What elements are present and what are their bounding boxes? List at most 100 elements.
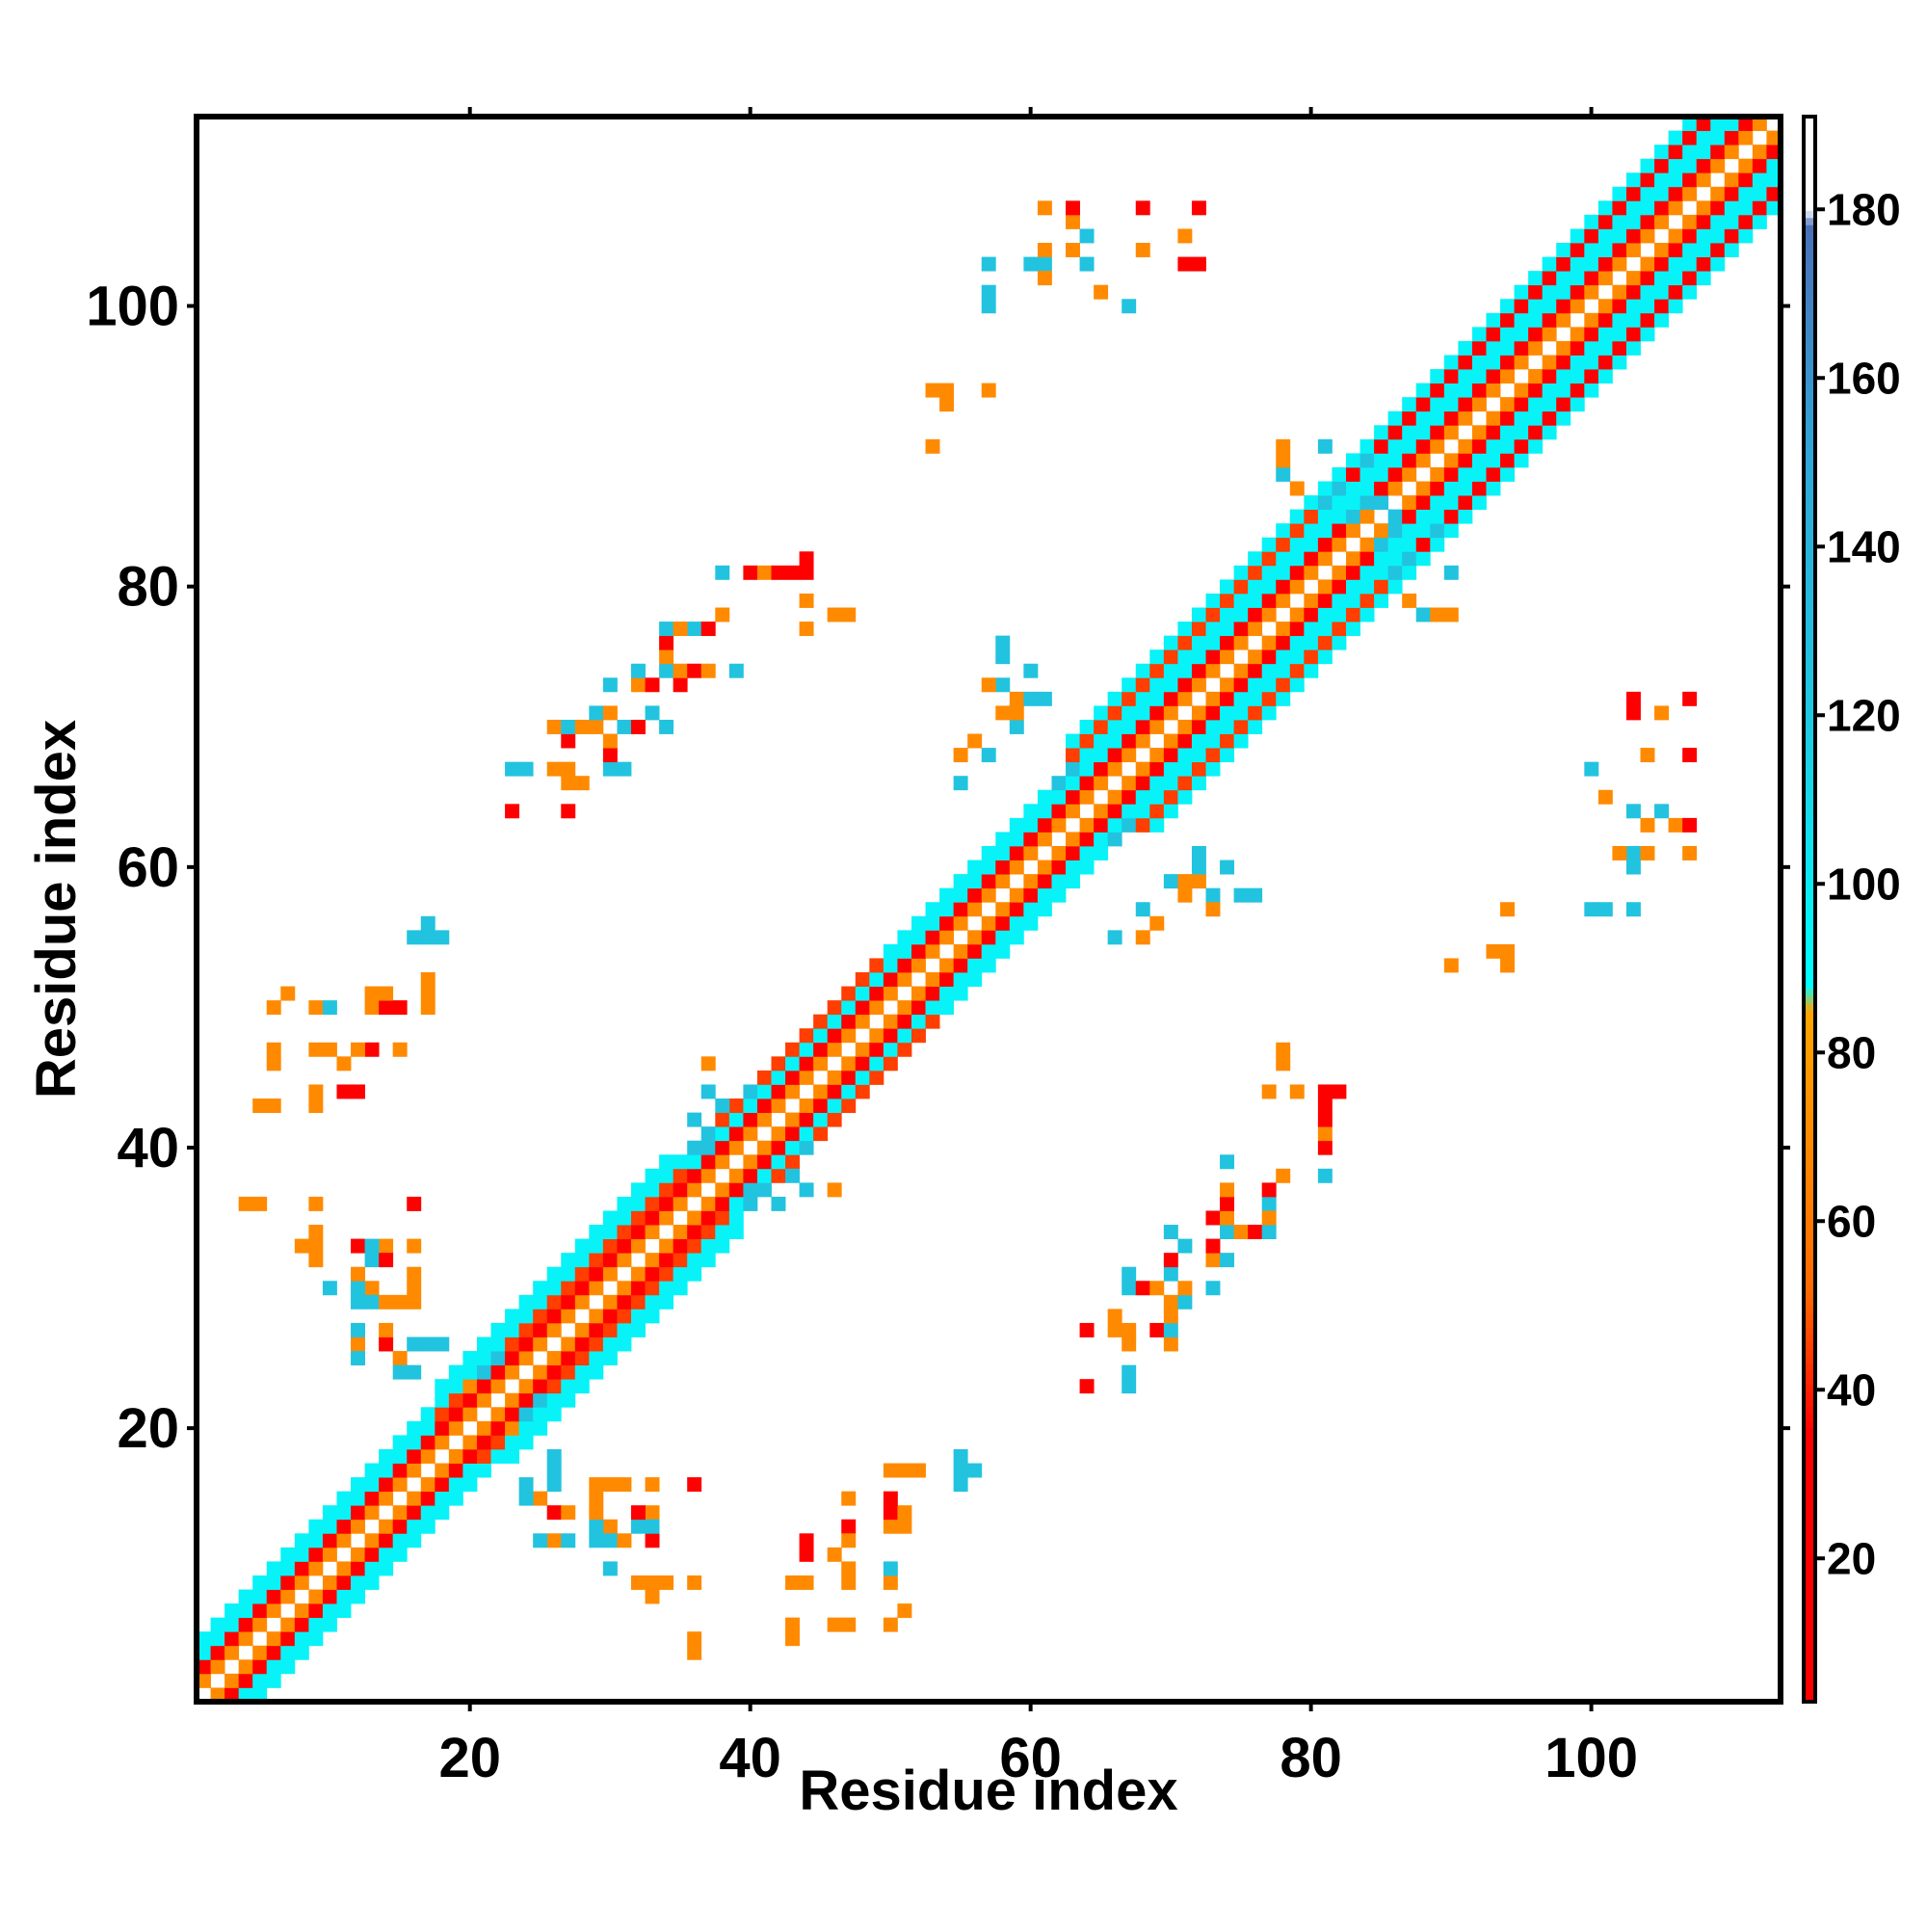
colorbar-segment bbox=[1804, 973, 1815, 982]
heatmap-cell bbox=[546, 1463, 562, 1478]
heatmap-cell bbox=[1233, 705, 1249, 721]
heatmap-cell bbox=[1654, 271, 1670, 286]
heatmap-cell bbox=[379, 1294, 394, 1310]
heatmap-cell bbox=[1149, 691, 1165, 706]
heatmap-cell bbox=[715, 1196, 730, 1211]
heatmap-cell bbox=[715, 1210, 730, 1226]
colorbar-segment bbox=[1804, 268, 1815, 277]
heatmap-cell bbox=[785, 1042, 800, 1057]
heatmap-cell bbox=[1430, 438, 1445, 454]
heatmap-cell bbox=[1654, 186, 1670, 201]
heatmap-cell bbox=[1654, 214, 1670, 229]
heatmap-cell bbox=[743, 1084, 758, 1099]
heatmap-cell bbox=[462, 1448, 478, 1464]
heatmap-cell bbox=[799, 1533, 814, 1548]
heatmap-cell bbox=[728, 1182, 744, 1198]
heatmap-cell bbox=[995, 649, 1011, 665]
heatmap-cell bbox=[1276, 691, 1291, 706]
heatmap-cell bbox=[1135, 902, 1150, 917]
heatmap-cell bbox=[911, 1014, 926, 1029]
heatmap-cell bbox=[518, 1294, 534, 1310]
heatmap-cell bbox=[1009, 719, 1024, 734]
heatmap-cell bbox=[1122, 1266, 1137, 1282]
heatmap-cell bbox=[1528, 340, 1544, 356]
heatmap-cell bbox=[379, 1238, 394, 1254]
heatmap-cell bbox=[1443, 509, 1459, 524]
heatmap-cell bbox=[518, 1337, 534, 1352]
heatmap-cell bbox=[546, 1322, 562, 1337]
heatmap-cell bbox=[1625, 691, 1641, 706]
heatmap-cell bbox=[294, 1533, 309, 1548]
heatmap-cell bbox=[1094, 761, 1109, 777]
heatmap-cell bbox=[448, 1448, 463, 1464]
heatmap-cell bbox=[1724, 145, 1739, 160]
heatmap-cell bbox=[1597, 902, 1613, 917]
colorbar-segment bbox=[1804, 915, 1815, 925]
heatmap-cell bbox=[294, 1645, 309, 1660]
heatmap-cell bbox=[1220, 719, 1234, 734]
heatmap-cell bbox=[1612, 327, 1627, 342]
heatmap-cell bbox=[462, 1379, 478, 1394]
heatmap-cell bbox=[322, 1505, 337, 1521]
heatmap-cell bbox=[1402, 466, 1417, 482]
heatmap-cell bbox=[855, 986, 870, 1001]
heatmap-cell bbox=[1738, 200, 1754, 216]
heatmap-cell bbox=[645, 1309, 660, 1324]
heatmap-cell bbox=[1205, 593, 1221, 608]
heatmap-cell bbox=[1612, 200, 1627, 216]
heatmap-cell bbox=[1415, 607, 1431, 622]
heatmap-cell bbox=[1037, 902, 1052, 917]
colorbar-segment bbox=[1804, 1470, 1815, 1479]
heatmap-cell bbox=[1528, 410, 1544, 426]
heatmap-cell bbox=[1556, 355, 1571, 370]
heatmap-cell bbox=[1542, 327, 1557, 342]
heatmap-cell bbox=[407, 1337, 422, 1352]
heatmap-cell bbox=[435, 1463, 450, 1478]
heatmap-cell bbox=[420, 1407, 436, 1422]
heatmap-cell bbox=[1177, 776, 1193, 791]
heatmap-cell bbox=[602, 1322, 618, 1337]
heatmap-cell bbox=[1625, 200, 1641, 216]
heatmap-cell bbox=[1177, 677, 1193, 693]
heatmap-cell bbox=[546, 1351, 562, 1366]
colorbar-segment bbox=[1804, 246, 1815, 254]
heatmap-cell bbox=[911, 1000, 926, 1016]
heatmap-cell bbox=[1374, 579, 1389, 595]
heatmap-cell bbox=[1514, 410, 1529, 426]
heatmap-cell bbox=[407, 1533, 422, 1548]
colorbar-segment bbox=[1804, 757, 1815, 766]
heatmap-cell bbox=[364, 986, 380, 1001]
heatmap-cell bbox=[1037, 243, 1052, 257]
heatmap-cell bbox=[1415, 523, 1431, 539]
heatmap-cell bbox=[1625, 845, 1641, 860]
heatmap-cell bbox=[967, 860, 983, 875]
heatmap-cell bbox=[1696, 117, 1711, 131]
colorbar-segment bbox=[1804, 225, 1815, 233]
heatmap-cell bbox=[252, 1196, 268, 1211]
colorbar-segment bbox=[1804, 1168, 1815, 1177]
heatmap-cell bbox=[1668, 817, 1683, 833]
heatmap-cell bbox=[1009, 832, 1024, 847]
heatmap-cell bbox=[1289, 537, 1305, 552]
heatmap-cell bbox=[1443, 481, 1459, 496]
colorbar-segment bbox=[1804, 275, 1815, 283]
heatmap-cell bbox=[813, 1014, 829, 1029]
heatmap-cell bbox=[1191, 663, 1206, 678]
heatmap-cell bbox=[700, 1253, 716, 1268]
heatmap-cell bbox=[1724, 117, 1739, 131]
heatmap-cell bbox=[1556, 397, 1571, 412]
heatmap-cell bbox=[1612, 340, 1627, 356]
heatmap-cell bbox=[617, 1309, 632, 1324]
heatmap-cell bbox=[1359, 509, 1375, 524]
heatmap-cell bbox=[533, 1420, 548, 1436]
heatmap-cell bbox=[1374, 438, 1389, 454]
heatmap-cell bbox=[841, 1084, 857, 1099]
heatmap-cell bbox=[981, 677, 996, 693]
heatmap-cell bbox=[602, 1477, 618, 1493]
heatmap-cell bbox=[546, 1505, 562, 1521]
heatmap-cell bbox=[1205, 635, 1221, 650]
heatmap-cell bbox=[1332, 635, 1347, 650]
heatmap-cell bbox=[1597, 228, 1613, 244]
colorbar-segment bbox=[1804, 656, 1815, 665]
heatmap-cell bbox=[476, 1435, 491, 1450]
